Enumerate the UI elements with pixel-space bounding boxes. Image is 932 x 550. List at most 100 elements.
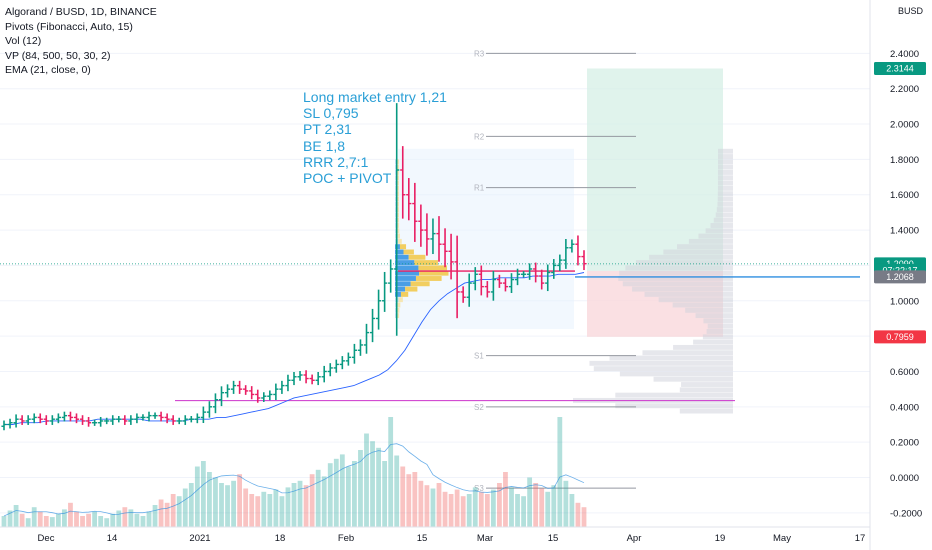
volume-bar: [188, 483, 194, 527]
volume-bar: [436, 483, 442, 527]
volume-bar: [345, 466, 351, 527]
volume-bar: [327, 463, 333, 527]
time-tick-label: Mar: [477, 533, 493, 544]
volume-bar: [388, 417, 394, 527]
vp-bar: [396, 191, 399, 197]
vp-bar: [395, 207, 397, 213]
volume-bar: [515, 494, 520, 527]
vp-bar: [625, 265, 733, 271]
volume-bar: [418, 480, 424, 527]
vp-bar: [622, 281, 733, 287]
vp-bar: [679, 387, 733, 393]
price-tick-label: 2.4000: [890, 49, 919, 60]
vp-bar: [395, 191, 397, 197]
time-tick-label: Apr: [627, 533, 642, 544]
volume-bar: [557, 417, 563, 527]
vp-bar: [681, 382, 733, 387]
vp-bar: [717, 201, 733, 207]
price-badge: [874, 330, 926, 344]
volume-bar: [25, 518, 31, 527]
vp-bar: [395, 212, 397, 218]
volume-bar: [104, 518, 110, 527]
legend-volume[interactable]: Vol (12): [5, 35, 42, 47]
volume-bar: [333, 458, 339, 527]
vp-bar: [395, 286, 406, 292]
volume-bar: [400, 466, 406, 527]
price-badge-label: 2.3144: [886, 63, 914, 73]
vp-bar: [658, 297, 733, 303]
price-bars: [1, 103, 587, 431]
pivot-label: S2: [474, 403, 484, 412]
vp-bar: [396, 180, 399, 186]
vp-bar: [716, 207, 733, 213]
legend-volume-profile[interactable]: VP (84, 500, 50, 30, 2): [5, 49, 111, 62]
volume-bar: [484, 494, 490, 527]
vp-bar: [649, 254, 733, 260]
vp-bar: [695, 313, 733, 319]
volume-bar: [448, 494, 454, 527]
volume-bar: [497, 483, 502, 527]
volume-bar: [581, 507, 587, 527]
annotation-stop-loss: SL 0,795: [303, 105, 359, 122]
pivot-label: S3: [474, 484, 484, 493]
legend-pivots[interactable]: Pivots (Fibonacci, Auto, 15): [5, 20, 133, 33]
vp-bar: [396, 201, 400, 207]
volume-bar: [297, 480, 303, 527]
time-tick-label: 19: [715, 533, 726, 544]
vp-bar: [710, 223, 733, 228]
volume-bar: [309, 474, 315, 527]
volume-bar: [509, 487, 514, 527]
volume-bar: [358, 450, 363, 527]
volume-bar: [74, 511, 79, 527]
vp-bar: [702, 334, 733, 340]
volume-bar: [545, 491, 551, 527]
legend-ema[interactable]: EMA (21, close, 0): [5, 64, 91, 76]
vp-bar: [395, 281, 411, 287]
vp-bar: [717, 159, 733, 165]
volume-bar: [472, 487, 478, 527]
volume-bar: [170, 494, 176, 527]
volume-bar: [37, 511, 43, 527]
volume-bar: [13, 505, 19, 527]
volume-bar: [370, 441, 375, 527]
volume-bar: [478, 491, 484, 527]
vp-bar: [396, 313, 400, 319]
volume-bar: [146, 511, 152, 527]
volume-bar: [98, 516, 104, 527]
volume-bar: [43, 516, 49, 527]
price-tick-label: 0.4000: [890, 402, 919, 413]
vp-bar: [688, 238, 733, 244]
volume-ma-line: [3, 443, 585, 517]
vp-bar: [663, 249, 733, 255]
vp-bar: [418, 265, 448, 271]
volume-bar: [213, 477, 218, 527]
volume-bar: [152, 505, 158, 527]
volume-bar: [164, 502, 170, 527]
volume-bar: [1, 516, 7, 527]
volume-bar: [285, 487, 291, 527]
price-tick-label: 0.0000: [890, 473, 919, 484]
volume-bar: [261, 491, 267, 527]
vp-bar: [395, 201, 397, 207]
vp-bar: [400, 291, 409, 297]
volume-bar: [291, 483, 297, 527]
volume-bar: [231, 480, 236, 527]
vp-bar: [395, 265, 419, 271]
volume-bar: [382, 461, 388, 527]
time-tick-label: 15: [417, 533, 428, 544]
vp-bar: [395, 270, 420, 276]
vp-bar: [672, 302, 733, 308]
vp-bar: [717, 196, 733, 202]
annotation-entry: Long market entry 1,21: [303, 89, 447, 105]
time-tick-label: May: [773, 533, 791, 544]
volume-bar: [86, 513, 91, 527]
annotation-break-even: BE 1,8: [303, 137, 346, 154]
volume-bar: [116, 510, 122, 527]
price-badge: [874, 61, 926, 75]
volume-bar: [7, 510, 13, 527]
price-tick-label: 2.2000: [890, 84, 919, 95]
time-axis-bg: [0, 527, 870, 550]
vp-bar: [396, 164, 399, 170]
price-badge-label: 07:22:17: [882, 265, 917, 275]
